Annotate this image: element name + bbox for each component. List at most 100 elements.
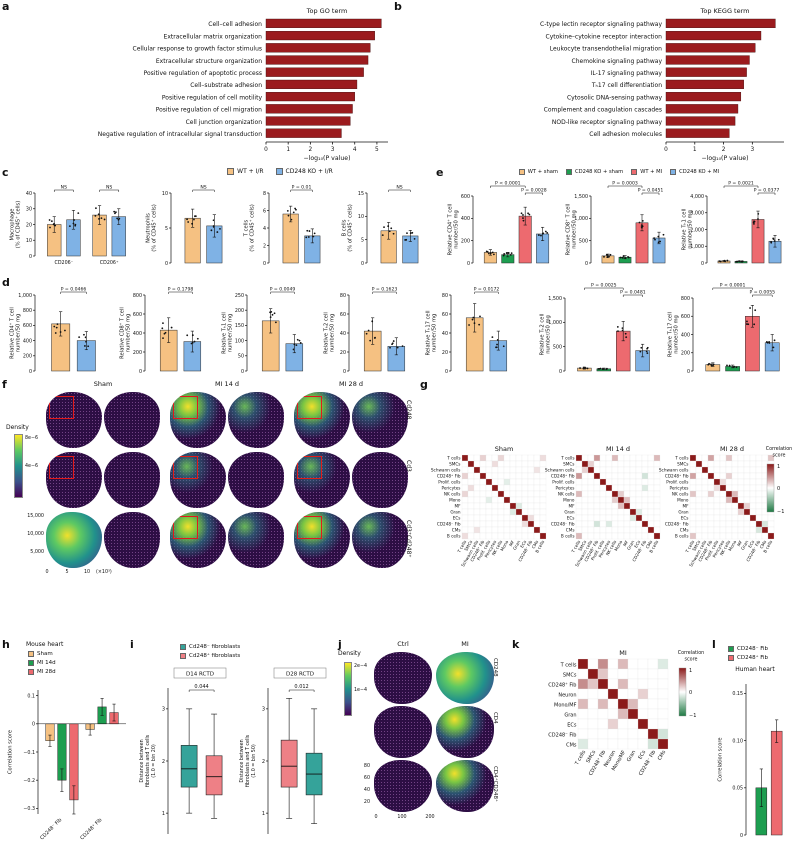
cd8-mi-chart: Relative CD8⁺ T cell number/50 mg 0 500 1,00… — [566, 181, 666, 267]
svg-text:(% of CD45⁺ cells): (% of CD45⁺ cells) — [348, 204, 354, 252]
svg-text:Chemokine signaling pathway: Chemokine signaling pathway — [572, 58, 663, 65]
density-map — [374, 760, 432, 812]
roi-box — [48, 395, 74, 420]
svg-text:CD248⁺ Fib: CD248⁺ Fib — [548, 683, 576, 689]
svg-text:3: 3 — [750, 147, 754, 153]
svg-text:Top KEGG term: Top KEGG term — [700, 7, 750, 15]
svg-text:number/50 mg: number/50 mg — [330, 314, 336, 353]
f-colorbar-tick: 8e−6 — [25, 436, 39, 441]
svg-text:Cell adhesion molecules: Cell adhesion molecules — [589, 131, 662, 138]
svg-text:0.05: 0.05 — [732, 786, 743, 792]
svg-text:Gran: Gran — [512, 539, 522, 551]
svg-text:P = 0.01: P = 0.01 — [292, 185, 312, 191]
f-col-header: MI 14 d — [214, 380, 240, 388]
d14-rctd-boxplot: D14 RCTD Distance between fibroblasts and … — [139, 667, 227, 834]
svg-text:0: 0 — [264, 147, 268, 153]
density-map — [170, 512, 226, 568]
svg-text:40: 40 — [340, 331, 346, 337]
svg-text:Gran: Gran — [564, 510, 575, 515]
d28-rctd-boxplot: D28 RCTD Distance between fibroblasts and … — [239, 667, 327, 834]
svg-text:number/50 mg: number/50 mg — [228, 314, 234, 353]
th1-mi-chart: Relative Tₕ1 cell number/50 mg 0 1,000 2,000… — [682, 181, 782, 267]
f-xtick: 5 — [65, 570, 69, 575]
svg-text:T cells: T cells — [446, 456, 460, 461]
svg-text:−1: −1 — [689, 713, 696, 719]
roi-box — [296, 455, 322, 480]
legend-swatch — [275, 168, 283, 175]
svg-text:1,500: 1,500 — [574, 194, 588, 200]
svg-text:ECs: ECs — [567, 723, 577, 729]
svg-text:(% of CD45⁺ cells): (% of CD45⁺ cells) — [152, 204, 158, 252]
svg-text:400: 400 — [681, 332, 690, 338]
svg-text:ECs: ECs — [637, 749, 647, 760]
svg-text:20: 20 — [442, 350, 448, 356]
svg-text:NK cells: NK cells — [672, 492, 689, 497]
svg-text:10: 10 — [162, 191, 168, 197]
kegg-term-bar-chart: Top KEGG term C-type lectin receptor sign… — [540, 7, 784, 162]
svg-text:400: 400 — [23, 338, 32, 344]
svg-text:600: 600 — [461, 194, 470, 200]
svg-text:600: 600 — [681, 314, 690, 320]
svg-text:CD248⁺ Fib: CD248⁺ Fib — [79, 817, 103, 841]
svg-text:CD206⁻: CD206⁻ — [54, 260, 73, 266]
svg-text:0: 0 — [32, 722, 35, 728]
svg-text:1,500: 1,500 — [548, 296, 562, 302]
svg-text:MF: MF — [454, 504, 461, 509]
density-map — [104, 392, 160, 448]
svg-text:B cells: B cells — [447, 534, 461, 539]
legend-label: CD248 KO + I/R — [285, 168, 333, 175]
svg-text:Relative CD4⁺ T cell: Relative CD4⁺ T cell — [448, 204, 454, 256]
svg-text:Extracellular structure organi: Extracellular structure organization — [156, 58, 262, 65]
svg-text:Gran: Gran — [626, 750, 637, 764]
svg-text:ECs: ECs — [453, 516, 461, 521]
svg-text:30: 30 — [26, 207, 32, 213]
svg-text:10: 10 — [26, 238, 32, 244]
svg-text:B cells: B cells — [762, 540, 773, 554]
svg-text:MF: MF — [508, 539, 516, 547]
density-map — [46, 452, 102, 508]
svg-text:3: 3 — [262, 707, 265, 713]
mouse-heart-title: Mouse heart — [26, 641, 64, 648]
svg-text:Prolif. cells: Prolif. cells — [552, 480, 574, 485]
svg-text:CD248⁻ Fib: CD248⁻ Fib — [39, 817, 63, 841]
svg-text:P = 0.0377: P = 0.0377 — [754, 188, 780, 194]
svg-text:CMs: CMs — [452, 528, 461, 533]
legend-item: CD248⁻ Fib — [728, 646, 768, 652]
svg-text:2: 2 — [722, 147, 726, 153]
svg-text:0: 0 — [241, 369, 244, 375]
f-row-label: Cd3⁺Cd248⁺ — [405, 520, 412, 558]
svg-text:Pericytes: Pericytes — [669, 486, 688, 491]
svg-text:0.012: 0.012 — [294, 684, 308, 690]
svg-text:T cells: T cells — [674, 456, 688, 461]
svg-text:NS: NS — [61, 185, 67, 191]
svg-text:3: 3 — [331, 147, 335, 153]
svg-text:P = 0.0466: P = 0.0466 — [61, 287, 87, 293]
svg-text:2,000: 2,000 — [690, 227, 704, 233]
legend-item: MI 14d — [28, 660, 56, 666]
svg-text:0: 0 — [445, 369, 448, 375]
svg-text:200: 200 — [133, 350, 142, 356]
svg-text:CMs: CMs — [645, 540, 654, 550]
legend-item: Cd248⁻ fibroblasts — [180, 644, 240, 650]
svg-text:500: 500 — [579, 238, 588, 244]
legend-item: WT + I/R — [227, 168, 264, 175]
svg-text:P = 0.0172: P = 0.0172 — [474, 287, 500, 293]
svg-text:400: 400 — [133, 331, 142, 337]
svg-text:−1: −1 — [777, 509, 784, 515]
svg-text:fibroblasts and T cells: fibroblasts and T cells — [145, 734, 151, 787]
svg-text:(% of CD45⁺ cells): (% of CD45⁺ cells) — [250, 204, 256, 252]
panel-h-label: h — [2, 638, 10, 651]
svg-text:0: 0 — [777, 486, 780, 492]
svg-text:Positive regulation of apoptot: Positive regulation of apoptotic process — [144, 70, 262, 77]
svg-text:T cells: T cells — [570, 540, 581, 555]
svg-text:1: 1 — [693, 147, 697, 153]
svg-text:B cells: B cells — [675, 534, 689, 539]
f-ytick: 5,000 — [30, 550, 44, 555]
svg-text:NS: NS — [106, 185, 112, 191]
density-map — [352, 392, 408, 448]
svg-text:(1.0 = bin 20): (1.0 = bin 20) — [151, 744, 157, 778]
f-col-header: MI 28 d — [338, 380, 364, 388]
svg-text:P = 0.1623: P = 0.1623 — [372, 287, 398, 293]
svg-text:Gran: Gran — [564, 713, 576, 719]
